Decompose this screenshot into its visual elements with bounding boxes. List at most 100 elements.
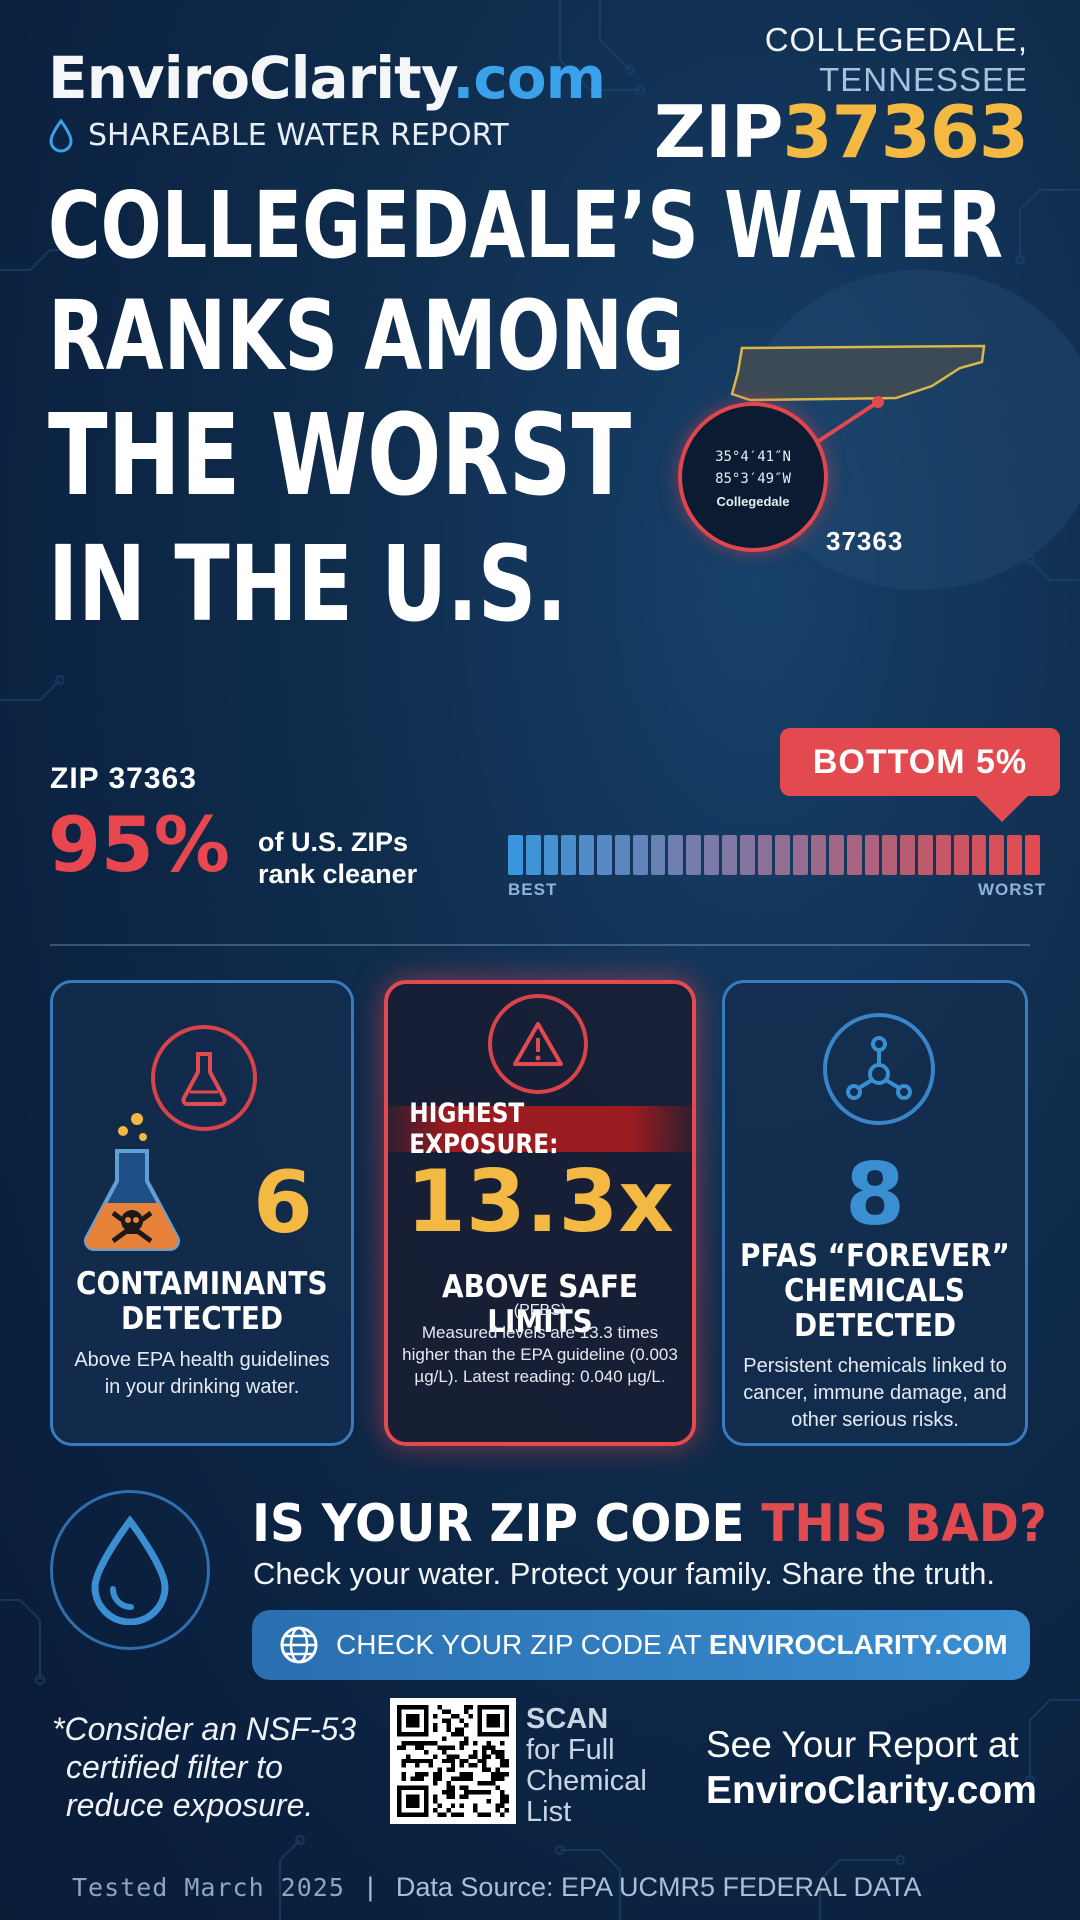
highest-exposure-banner: HIGHEST EXPOSURE: xyxy=(388,1098,692,1160)
see-report: See Your Report at EnviroClarity.com xyxy=(706,1722,1037,1814)
rank-scale-segment xyxy=(1025,835,1040,875)
rank-scale-segment xyxy=(900,835,916,875)
headline-line1: COLLEGEDALE’S WATER xyxy=(48,172,1003,279)
subtitle-text: SHAREABLE WATER REPORT xyxy=(88,118,509,153)
rank-scale-segment xyxy=(704,835,719,875)
rank-scale-segment xyxy=(561,835,577,875)
rank-scale-segment xyxy=(1007,835,1023,875)
skull-flask-icon xyxy=(83,1113,181,1252)
rank-scale-segment xyxy=(757,835,773,875)
rank-scale-segment xyxy=(811,835,826,875)
exposure-title: ABOVE SAFE LIMITS xyxy=(388,1270,692,1340)
filter-advice-line1: *Consider an NSF-53 xyxy=(52,1711,357,1747)
filter-advice-line2: certified filter to xyxy=(66,1749,283,1785)
pfas-body: Persistent chemicals linked to cancer, i… xyxy=(743,1355,1007,1431)
city-name: COLLEGEDALE, xyxy=(764,21,1028,58)
location-pin-circle: 35°4′41″N 85°3′49″W Collegedale xyxy=(678,402,828,552)
pfas-title-line1: PFAS “FOREVER” xyxy=(740,1238,1010,1274)
rank-desc-line2: rank cleaner xyxy=(258,859,418,889)
rank-scale-segment xyxy=(846,835,862,875)
cta-question: IS YOUR ZIP CODE THIS BAD? xyxy=(252,1494,1047,1554)
scan-title: SCAN xyxy=(526,1703,609,1735)
rank-scale-segment xyxy=(828,835,844,875)
check-zip-label-a: CHECK YOUR ZIP CODE AT xyxy=(336,1629,709,1660)
contaminants-card: 6 CONTAMINANTS DETECTED Above EPA health… xyxy=(50,980,354,1446)
scan-line3: List xyxy=(526,1796,572,1828)
rank-scale-segment xyxy=(918,835,933,875)
headline-line4: IN THE U.S. xyxy=(48,523,568,645)
scale-worst-label: WORST xyxy=(978,880,1047,899)
rank-scale-segment xyxy=(686,835,702,875)
rank-scale-segment xyxy=(953,835,969,875)
latitude: 35°4′41″N xyxy=(715,448,791,465)
see-report-text: See Your Report at xyxy=(706,1724,1019,1765)
tested-date: Tested March 2025 xyxy=(72,1873,345,1902)
pfas-title-line3: DETECTED xyxy=(793,1308,957,1344)
zip-heading: ZIP37363 xyxy=(653,90,1029,174)
rank-scale-segment xyxy=(935,835,951,875)
scale-best-label: BEST xyxy=(508,880,558,899)
rank-scale-segment xyxy=(864,835,880,875)
rank-scale-segment xyxy=(543,835,559,875)
water-drop-icon xyxy=(49,118,73,152)
scan-line1: for Full xyxy=(526,1734,615,1766)
rank-scale-segment xyxy=(614,835,630,875)
pfas-title: PFAS “FOREVER” CHEMICALS DETECTED xyxy=(725,1239,1025,1344)
section-divider xyxy=(50,944,1030,946)
location-label: COLLEGEDALE, TENNESSEE xyxy=(765,20,1028,100)
report-subtitle: SHAREABLE WATER REPORT xyxy=(48,118,509,153)
rank-percent: 95% xyxy=(48,800,230,889)
contaminants-title-line1: CONTAMINANTS xyxy=(76,1266,328,1302)
cta-tagline: Check your water. Protect your family. S… xyxy=(253,1556,996,1591)
brand-logo[interactable]: EnviroClarity.com xyxy=(48,44,606,112)
zip-code: 37363 xyxy=(782,90,1029,174)
rank-scale-segment xyxy=(739,835,755,875)
exposure-card: HIGHEST EXPOSURE: 13.3x ABOVE SAFE LIMIT… xyxy=(384,980,696,1446)
rank-scale-segment xyxy=(882,835,898,875)
data-source: Data Source: EPA UCMR5 FEDERAL DATA xyxy=(395,1872,922,1902)
map-zip-label: 37363 xyxy=(826,526,904,556)
brand-name: EnviroClarity xyxy=(48,44,453,112)
contaminants-title: CONTAMINANTS DETECTED xyxy=(53,1267,351,1337)
rank-scale-segment xyxy=(632,835,648,875)
exposure-body: Measured levels are 13.3 times higher th… xyxy=(402,1323,678,1386)
rank-scale-segment xyxy=(508,835,523,875)
place-name: Collegedale xyxy=(716,493,790,509)
molecule-icon xyxy=(823,1013,935,1125)
globe-icon xyxy=(280,1626,318,1664)
rank-scale-segment xyxy=(989,835,1005,875)
rank-scale-bar xyxy=(508,835,1040,875)
warning-icon xyxy=(488,994,588,1094)
rank-scale-segment xyxy=(597,835,612,875)
pfas-title-line2: CHEMICALS xyxy=(784,1273,966,1309)
longitude: 85°3′49″W xyxy=(715,470,791,487)
rank-scale-segment xyxy=(971,835,987,875)
exposure-title-text: ABOVE SAFE LIMITS xyxy=(441,1269,639,1340)
rank-desc-line1: of U.S. ZIPs xyxy=(258,827,409,857)
headline-line2: RANKS AMONG xyxy=(48,280,685,392)
water-drop-icon xyxy=(50,1490,210,1650)
filter-advice: *Consider an NSF-53 certified filter to … xyxy=(52,1710,356,1824)
cta-question-b: THIS BAD? xyxy=(761,1494,1047,1554)
bottom-percent-badge: BOTTOM 5% xyxy=(780,728,1060,822)
contaminant-count: 6 xyxy=(253,1153,313,1253)
rank-scale-segment xyxy=(668,835,684,875)
see-report-link[interactable]: EnviroClarity.com xyxy=(706,1769,1037,1812)
contaminants-body: Above EPA health guidelines in your drin… xyxy=(74,1349,330,1398)
pfas-card: 8 PFAS “FOREVER” CHEMICALS DETECTED Pers… xyxy=(722,980,1028,1446)
filter-advice-line3: reduce exposure. xyxy=(66,1787,314,1823)
flask-icon xyxy=(151,1025,257,1131)
zip-prefix: ZIP xyxy=(653,90,784,174)
qr-code[interactable] xyxy=(390,1698,516,1824)
rank-scale-segment xyxy=(793,835,809,875)
state-name: TENNESSEE xyxy=(819,61,1028,98)
footer-meta: Tested March 2025 | Data Source: EPA UCM… xyxy=(72,1872,922,1903)
scan-instructions: SCAN for Full Chemical List xyxy=(526,1704,647,1828)
check-zip-button[interactable]: CHECK YOUR ZIP CODE AT ENVIROCLARITY.COM xyxy=(252,1610,1030,1680)
rank-description: of U.S. ZIPs rank cleaner xyxy=(258,826,417,890)
rank-scale-segment xyxy=(525,835,541,875)
check-zip-label: CHECK YOUR ZIP CODE AT ENVIROCLARITY.COM xyxy=(336,1629,1008,1661)
rank-scale-segment xyxy=(775,835,791,875)
scan-line2: Chemical xyxy=(526,1765,647,1797)
banner-text: HIGHEST EXPOSURE: xyxy=(409,1098,559,1160)
